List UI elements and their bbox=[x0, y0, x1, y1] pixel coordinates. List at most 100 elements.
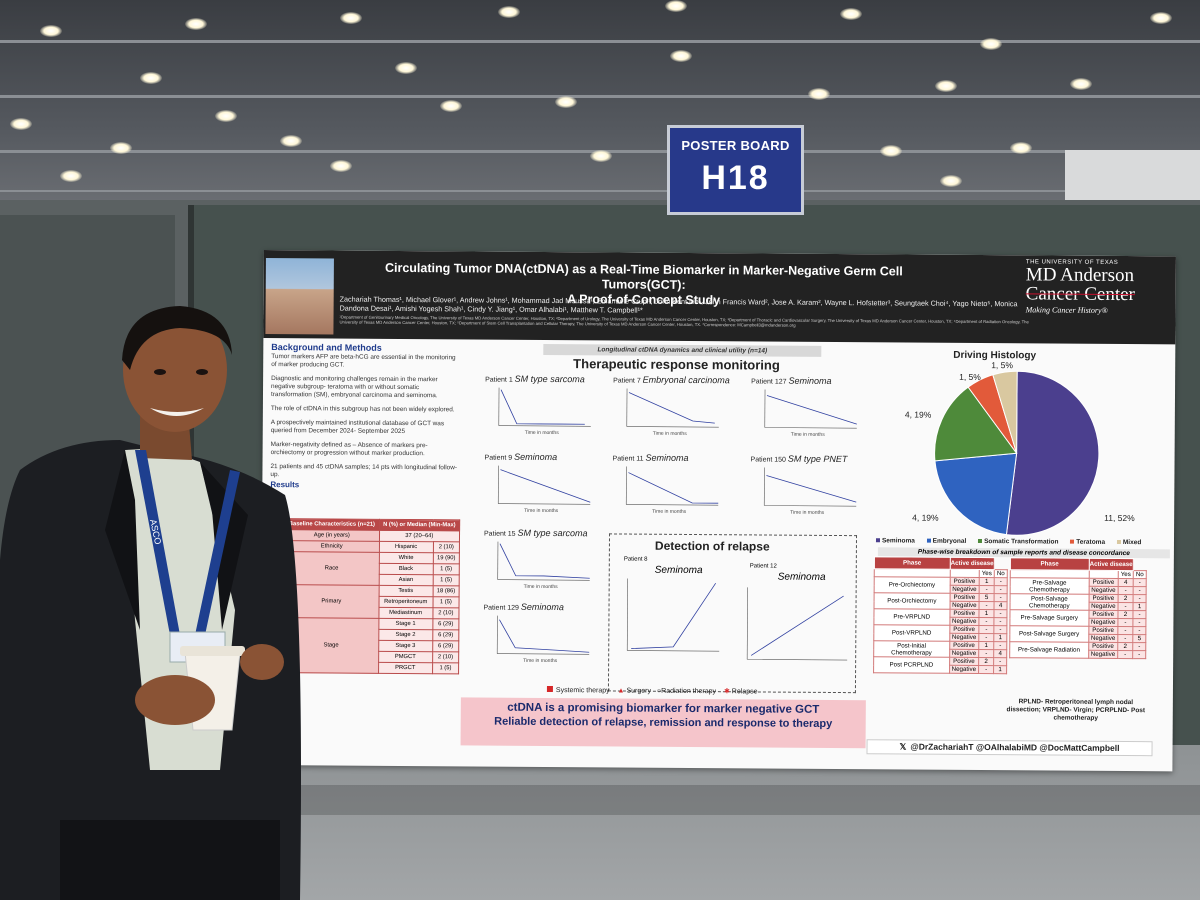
phase-cell: Post PCRPLND bbox=[873, 656, 950, 674]
table-row: Post-Salvage Chemotherapy Positive 2- bbox=[1010, 593, 1147, 611]
legend-relapse: Relapse bbox=[731, 688, 758, 696]
ceiling-light bbox=[395, 62, 417, 74]
ceiling-light bbox=[840, 8, 862, 20]
floor-shadow bbox=[280, 785, 1200, 815]
pie-slice-somatic bbox=[934, 386, 1018, 462]
poster-header: Circulating Tumor DNA(ctDNA) as a Real-T… bbox=[263, 250, 1176, 345]
social-handles-text: @DrZachariahT @OAlhalabiMD @DocMattCampb… bbox=[910, 741, 1120, 753]
table-cell: 1 bbox=[993, 633, 1007, 642]
phase-cell: Post-Orchiectomy bbox=[874, 592, 950, 610]
table-cell: Negative bbox=[1088, 586, 1119, 595]
phase-cell: Pre-Salvage Surgery bbox=[1009, 609, 1089, 627]
poster-title-line1: Circulating Tumor DNA(ctDNA) as a Real-T… bbox=[384, 260, 903, 292]
driving-histology-pie bbox=[934, 370, 1100, 536]
patient-plot: Patient 15 SM type sarcoma Time in month… bbox=[484, 528, 602, 593]
smile bbox=[150, 408, 204, 416]
surgery-triangle-icon: ▲ bbox=[617, 687, 625, 695]
table-cell: Mediastinum bbox=[378, 607, 433, 619]
ceiling-truss bbox=[0, 95, 1200, 98]
table-header: Phase bbox=[874, 556, 950, 570]
table-cell: - bbox=[1133, 594, 1147, 603]
table-cell: PMGCT bbox=[378, 651, 433, 663]
table-cell: 2 (10) bbox=[433, 541, 460, 553]
logo-tagline: Making Cancer History® bbox=[1025, 305, 1108, 315]
table-cell: 2 bbox=[1117, 642, 1133, 651]
ceiling-light bbox=[60, 170, 82, 182]
time-axis-label: Time in months bbox=[523, 583, 558, 591]
right-hand bbox=[240, 644, 284, 680]
table-cell: No bbox=[994, 569, 1008, 578]
patient-plot: Patient 11 Seminoma Time in months bbox=[612, 452, 730, 517]
ceiling-light bbox=[215, 110, 237, 122]
table-cell: 19 (90) bbox=[433, 552, 460, 564]
ceiling-light bbox=[555, 96, 577, 108]
legend-item: Mixed bbox=[1116, 539, 1146, 546]
conclusion-line: ctDNA is a promising biomarker for marke… bbox=[507, 701, 820, 716]
ceiling-light bbox=[330, 160, 352, 172]
patient-dx: Seminoma bbox=[788, 375, 832, 386]
table-cell: Positive bbox=[949, 577, 980, 586]
relapse-detection-box: Detection of relapse Patient 8 Seminoma … bbox=[607, 533, 858, 694]
patient-plot: Patient 7 Embryonal carcinoma Time in mo… bbox=[613, 374, 731, 439]
table-cell: Retroperitoneum bbox=[378, 596, 433, 608]
pie-slice-seminoma bbox=[1005, 370, 1100, 536]
table-cell: Positive bbox=[1088, 642, 1118, 651]
coffee-lid bbox=[180, 646, 245, 656]
time-axis-label: Time in months bbox=[523, 657, 558, 665]
patient-plot-label: Patient 1 SM type sarcoma bbox=[485, 374, 585, 384]
table-cell: Negative bbox=[949, 601, 980, 610]
patient-line-chart bbox=[763, 467, 857, 507]
pie-legend: Seminoma Embryonal Somatic Transformatio… bbox=[875, 537, 1172, 546]
patient-plot-label: Patient 150 SM type PNET bbox=[751, 453, 848, 464]
table-cell: 1 bbox=[978, 609, 995, 618]
patient-line-chart bbox=[496, 615, 590, 655]
patient-id: Patient 7 bbox=[613, 377, 641, 385]
patient-id: Patient 127 bbox=[751, 378, 787, 386]
pie-slice-mixed bbox=[992, 370, 1018, 454]
table-cell: - bbox=[993, 617, 1007, 626]
table-row: Pre-Salvage Surgery Positive 2- bbox=[1009, 609, 1147, 627]
pie-label: 11, 52% bbox=[1104, 512, 1135, 524]
conclusion-banner: ctDNA is a promising biomarker for marke… bbox=[460, 697, 866, 749]
patient-id: Patient 129 bbox=[483, 604, 519, 612]
md-anderson-logo: THE UNIVERSITY OF TEXAS MD Anderson Canc… bbox=[1026, 259, 1176, 315]
ceiling-light bbox=[40, 25, 62, 37]
phase-cell: Post-Salvage Surgery bbox=[1009, 625, 1089, 643]
table-header: Phase bbox=[1010, 557, 1089, 571]
table-cell: Yes bbox=[979, 569, 995, 578]
pie-label: 4, 19% bbox=[912, 512, 939, 523]
table-row: Post-Initial Chemotherapy Positive 1- bbox=[873, 640, 1007, 658]
poster-board-sign: POSTER BOARD H18 bbox=[667, 125, 804, 215]
time-axis-label: Time in months bbox=[652, 508, 687, 515]
table-row: Post PCRPLND Positive 2- bbox=[873, 656, 1007, 674]
table-cell: - bbox=[1133, 586, 1147, 595]
table-cell: Positive bbox=[1088, 578, 1119, 587]
patient-plot-label: Patient 129 Seminoma bbox=[483, 602, 563, 612]
table-row: Pre-VRPLND Positive 1- bbox=[873, 608, 1008, 626]
relapse-patient-label: Patient 8 bbox=[623, 556, 648, 563]
lanyard-right bbox=[195, 470, 240, 635]
table-header: Active disease bbox=[1088, 558, 1134, 571]
table-cell: - bbox=[1117, 634, 1133, 643]
pie-slice-embryonal bbox=[934, 452, 1018, 536]
ceiling-light bbox=[670, 50, 692, 62]
table-cell: - bbox=[979, 585, 995, 594]
table-cell: - bbox=[1132, 626, 1146, 635]
patient-id: Patient 150 bbox=[750, 456, 786, 464]
patient-plot-label: Patient 9 Seminoma bbox=[485, 452, 558, 462]
table-cell: - bbox=[994, 609, 1008, 618]
left-eye bbox=[154, 369, 166, 375]
patient-line-chart bbox=[764, 389, 857, 429]
table-cell: 4 bbox=[993, 649, 1007, 658]
legend-item: Somatic Transformation bbox=[978, 538, 1063, 546]
systemic-therapy-icon bbox=[546, 685, 553, 693]
hair bbox=[122, 306, 232, 370]
table-cell: - bbox=[978, 625, 994, 634]
patient-dx: SM type sarcoma bbox=[517, 527, 588, 539]
table-cell: 1 bbox=[993, 665, 1007, 674]
table-header-row: Phase Active disease bbox=[1010, 557, 1146, 571]
table-cell: Positive bbox=[949, 657, 979, 666]
head bbox=[123, 308, 227, 432]
phase-cell: Pre-Orchiectomy bbox=[874, 576, 950, 594]
table-row: Stage Stage 1 6 (29) bbox=[283, 617, 459, 674]
